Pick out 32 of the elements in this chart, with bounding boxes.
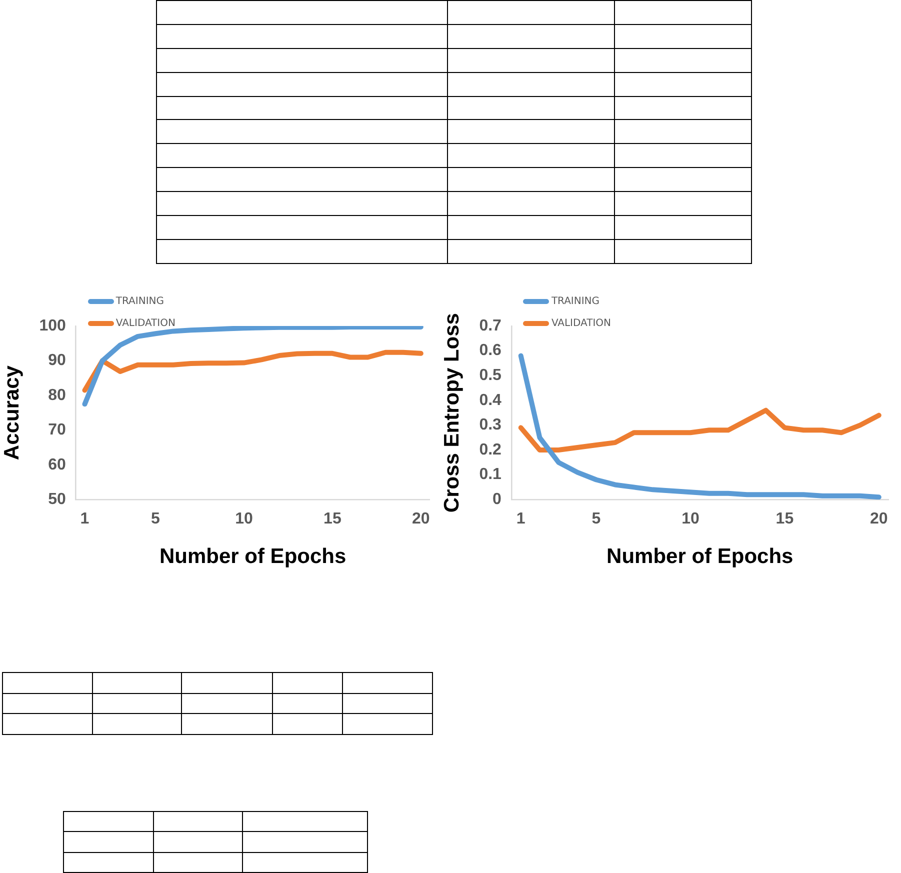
legend-label: TRAINING: [551, 296, 600, 306]
x-tick-label: 5: [592, 510, 601, 528]
x-tick-label: 1: [80, 510, 90, 528]
legend-label: VALIDATION: [116, 318, 176, 328]
x-tick-label: 15: [776, 510, 794, 528]
x-tick-label: 1: [516, 510, 526, 528]
y-tick-label: 70: [48, 422, 66, 439]
y-tick-label: 90: [48, 352, 66, 370]
legend-label: TRAINING: [116, 296, 164, 306]
y-tick-label: 0.5: [479, 367, 502, 384]
y-tick-label: 0.6: [479, 342, 502, 360]
y-tick-label: 0.3: [479, 416, 502, 434]
x-tick-label: 15: [324, 510, 342, 528]
y-tick-label: 0.7: [479, 317, 502, 334]
x-axis-title: Number of Epochs: [159, 545, 346, 568]
legend-label: VALIDATION: [551, 318, 611, 328]
x-tick-label: 5: [151, 510, 160, 528]
y-tick-label: 100: [39, 317, 66, 334]
x-tick-label: 20: [412, 510, 430, 528]
x-axis-title: Number of Epochs: [606, 545, 794, 568]
y-tick-label: 0: [492, 491, 502, 508]
x-tick-label: 10: [682, 510, 700, 528]
y-axis-title: Cross Entropy Loss: [440, 313, 464, 513]
x-tick-label: 10: [235, 510, 253, 528]
y-tick-label: 0.4: [479, 392, 502, 409]
x-tick-label: 20: [870, 510, 888, 528]
y-tick-label: 50: [48, 491, 66, 508]
y-tick-label: 60: [48, 456, 66, 474]
y-tick-label: 0.2: [479, 441, 502, 458]
y-axis-title: Accuracy: [0, 365, 24, 460]
y-tick-label: 80: [48, 386, 66, 404]
y-tick-label: 0.1: [479, 466, 502, 484]
